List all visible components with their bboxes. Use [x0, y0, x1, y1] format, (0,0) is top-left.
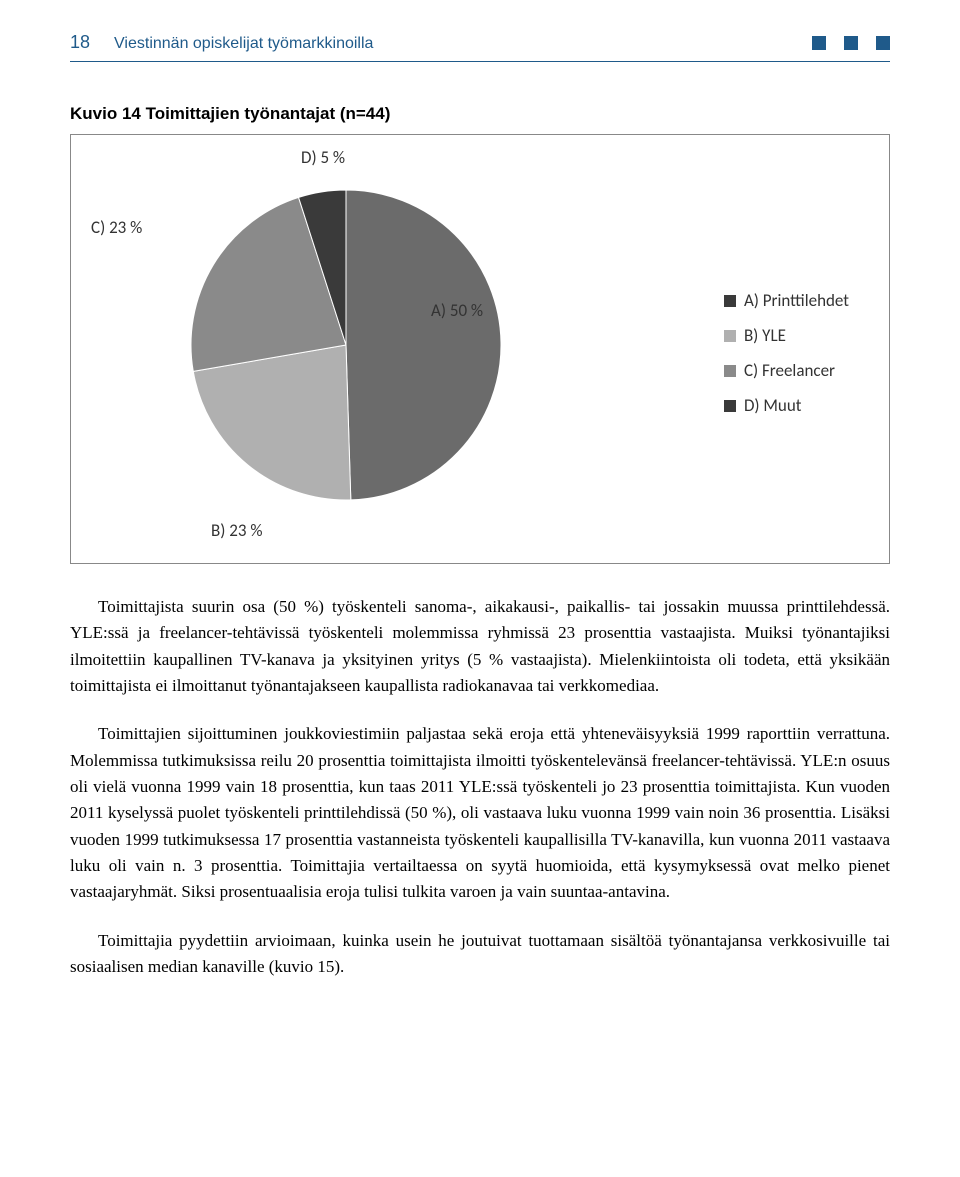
legend-label: A) Printtilehdet: [744, 290, 849, 311]
square-icon: [812, 36, 826, 50]
square-icon: [876, 36, 890, 50]
page-number: 18: [70, 32, 90, 53]
pie-chart: A) 50 % B) 23 % C) 23 % D) 5 % A) Printt…: [70, 134, 890, 564]
running-title: Viestinnän opiskelijat työmarkkinoilla: [114, 35, 373, 53]
legend-swatch-icon: [724, 365, 736, 377]
legend-item: C) Freelancer: [724, 360, 849, 381]
page: 18 Viestinnän opiskelijat työmarkkinoill…: [0, 0, 960, 1042]
paragraph: Toimittajista suurin osa (50 %) työskent…: [70, 594, 890, 699]
slice-label-c: C) 23 %: [91, 217, 142, 238]
slice-label-d: D) 5 %: [301, 147, 345, 168]
chart-legend: A) Printtilehdet B) YLE C) Freelancer D)…: [724, 290, 849, 430]
paragraph: Toimittajien sijoittuminen joukkoviestim…: [70, 721, 890, 905]
square-icon: [844, 36, 858, 50]
legend-item: B) YLE: [724, 325, 849, 346]
decor-squares: [812, 36, 890, 50]
legend-label: C) Freelancer: [744, 360, 835, 381]
paragraph: Toimittajia pyydettiin arvioimaan, kuink…: [70, 928, 890, 981]
legend-label: D) Muut: [744, 395, 802, 416]
legend-label: B) YLE: [744, 325, 786, 346]
chart-title: Kuvio 14 Toimittajien työnantajat (n=44): [70, 104, 890, 124]
pie-svg: [191, 190, 501, 500]
slice-label-a: A) 50 %: [431, 300, 483, 321]
legend-item: D) Muut: [724, 395, 849, 416]
legend-swatch-icon: [724, 330, 736, 342]
page-header: 18 Viestinnän opiskelijat työmarkkinoill…: [70, 32, 890, 62]
legend-item: A) Printtilehdet: [724, 290, 849, 311]
header-left: 18 Viestinnän opiskelijat työmarkkinoill…: [70, 32, 373, 53]
pie-wrap: [191, 190, 501, 500]
legend-swatch-icon: [724, 295, 736, 307]
legend-swatch-icon: [724, 400, 736, 412]
slice-label-b: B) 23 %: [211, 520, 262, 541]
